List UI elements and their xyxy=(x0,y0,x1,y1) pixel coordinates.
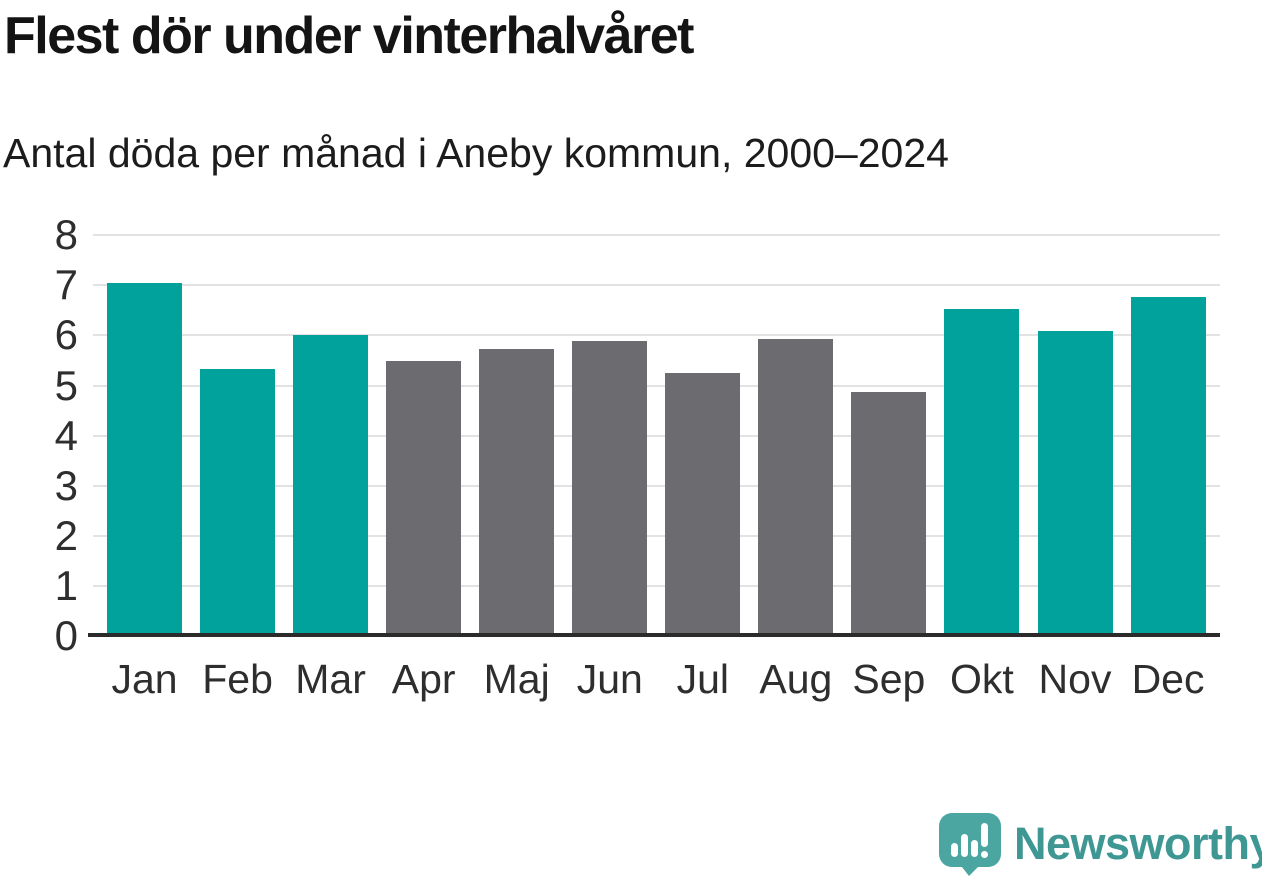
gridline xyxy=(93,334,1220,337)
x-axis-line xyxy=(88,633,1220,637)
x-axis-label-apr: Apr xyxy=(391,656,456,702)
gridline xyxy=(93,534,1220,537)
bar-nov xyxy=(1037,331,1113,636)
y-axis-tick-label: 5 xyxy=(54,361,78,409)
bar-aug xyxy=(758,338,834,636)
y-axis-tick-label: 1 xyxy=(54,561,78,609)
gridline xyxy=(93,584,1220,587)
bar-mar xyxy=(293,335,369,636)
newsworthy-logo: Newsworthy xyxy=(938,812,1262,876)
bar-feb xyxy=(200,368,276,636)
chart-subtitle: Antal döda per månad i Aneby kommun, 200… xyxy=(3,130,949,176)
y-axis-tick-label: 2 xyxy=(54,511,78,559)
bar-jun xyxy=(572,341,648,636)
x-axis-label-jul: Jul xyxy=(676,656,729,702)
y-axis-tick-label: 8 xyxy=(54,211,78,259)
x-axis-label-jun: Jun xyxy=(576,656,643,702)
newsworthy-wordmark: Newsworthy xyxy=(1014,818,1262,869)
x-axis-label-feb: Feb xyxy=(202,656,273,702)
y-axis-tick-label: 3 xyxy=(54,461,78,509)
bar-sep xyxy=(851,391,927,636)
bar-okt xyxy=(944,308,1020,636)
x-axis-label-jan: Jan xyxy=(111,656,178,702)
x-axis-label-okt: Okt xyxy=(950,656,1014,702)
x-axis-label-mar: Mar xyxy=(295,656,366,702)
x-axis-label-aug: Aug xyxy=(759,656,833,702)
y-axis-tick-label: 4 xyxy=(54,411,78,459)
bar-jan xyxy=(107,282,182,636)
y-axis-tick-label: 0 xyxy=(54,612,78,659)
gridline xyxy=(93,484,1220,487)
gridline xyxy=(93,234,1220,237)
chart-title: Flest dör under vinterhalvåret xyxy=(4,7,694,65)
bar-dec xyxy=(1130,296,1206,636)
gridline xyxy=(93,384,1220,387)
y-axis-tick-label: 7 xyxy=(54,261,78,309)
x-axis-label-dec: Dec xyxy=(1131,656,1205,702)
gridline xyxy=(93,434,1220,437)
x-axis-label-maj: Maj xyxy=(483,656,550,702)
gridline xyxy=(93,284,1220,287)
y-axis-tick-label: 6 xyxy=(54,311,78,359)
bar-maj xyxy=(479,349,555,636)
x-axis-label-sep: Sep xyxy=(852,656,926,702)
newsworthy-bubble-chart-icon xyxy=(939,813,1001,876)
bar-jul xyxy=(665,372,741,636)
x-axis-label-nov: Nov xyxy=(1038,656,1112,702)
bar-apr xyxy=(386,361,462,636)
